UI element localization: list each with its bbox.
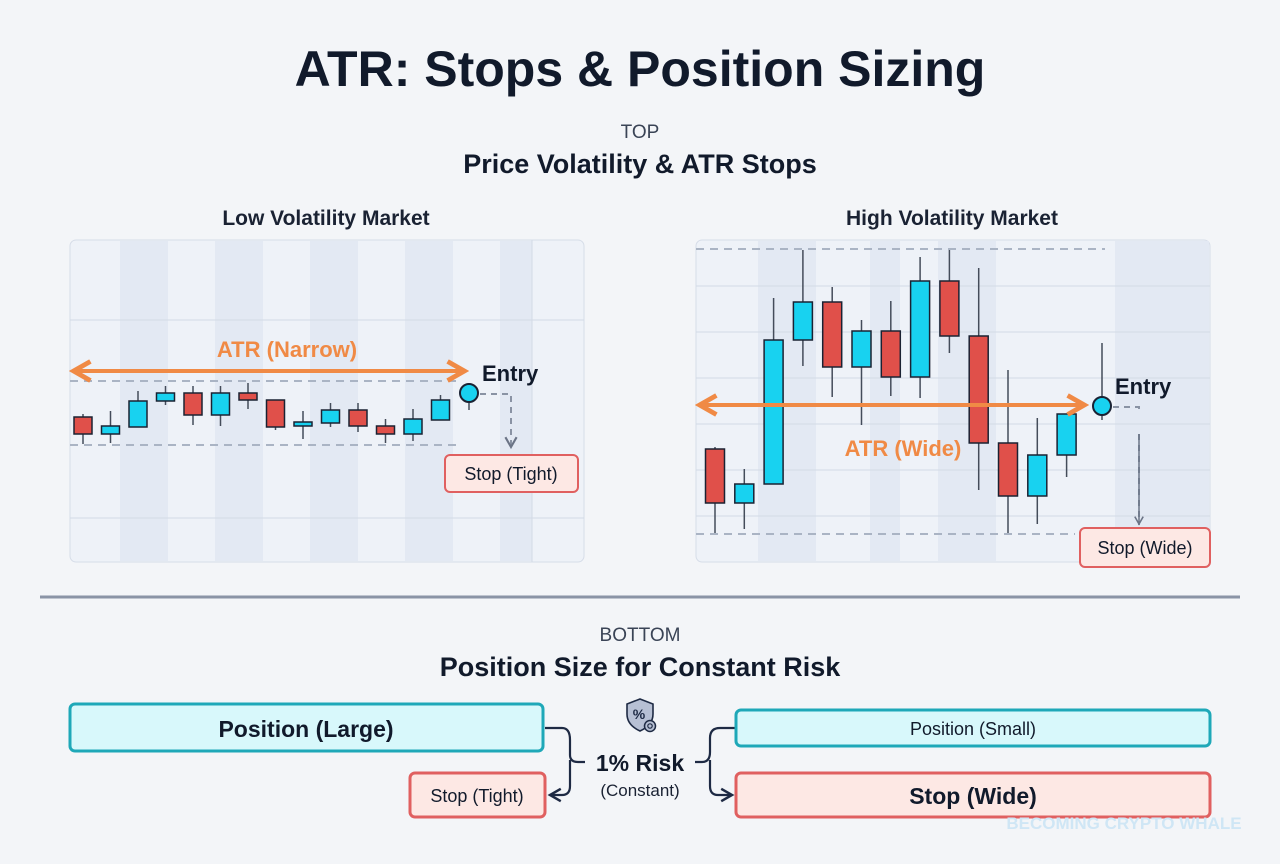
high-vol-title: High Volatility Market — [846, 207, 1058, 230]
bullish-candle — [909, 257, 931, 398]
bearish-candle — [238, 383, 258, 409]
risk-label: 1% Risk — [596, 750, 684, 776]
candle-body — [183, 392, 203, 416]
bottom-section-label: BOTTOM — [600, 625, 681, 646]
candle-body — [704, 448, 726, 504]
bearish-candle — [821, 287, 843, 397]
svg-text:%: % — [633, 706, 646, 722]
bullish-candle — [210, 386, 231, 426]
entry-point — [459, 383, 479, 403]
top-section-label: TOP — [621, 122, 660, 143]
candle-body — [320, 409, 341, 424]
candle-body — [430, 399, 451, 421]
position-large-label: Position (Large) — [218, 716, 393, 742]
bullish-candle — [320, 403, 341, 427]
candle-body — [238, 392, 258, 401]
candle-body — [348, 409, 368, 427]
candle-body — [293, 421, 313, 427]
top-heading: Price Volatility & ATR Stops — [463, 149, 817, 179]
risk-note: (Constant) — [600, 781, 679, 800]
bearish-candle — [997, 370, 1019, 534]
bearish-candle — [265, 399, 286, 430]
candle-body — [403, 418, 423, 435]
bearish-candle — [348, 403, 368, 432]
bullish-candle — [430, 395, 451, 421]
candle-body — [210, 392, 231, 416]
candle-body — [968, 335, 989, 444]
position-small-label: Position (Small) — [910, 719, 1036, 739]
low-volatility-chart: ATR (Narrow) Entry Stop (Tight) — [68, 239, 585, 563]
bearish-candle — [73, 414, 93, 444]
shield-percent-icon: % — [626, 698, 657, 733]
left-position-group: Position (Large) Stop (Tight) — [68, 702, 547, 819]
bearish-candle — [375, 419, 396, 443]
stop-wide-box — [734, 771, 1212, 819]
stop-tight-badge — [444, 454, 579, 493]
bullish-candle — [100, 411, 121, 443]
stop-wide-badge — [1079, 527, 1211, 568]
candle-body — [734, 483, 755, 504]
bullish-candle — [293, 411, 313, 439]
bullish-candle — [128, 391, 148, 428]
candle-body — [1056, 413, 1077, 456]
candle-body — [763, 339, 784, 485]
candle-body — [997, 442, 1019, 497]
candle-body — [100, 425, 121, 435]
candle-body — [265, 399, 286, 428]
atr-label: ATR (Wide) — [845, 436, 962, 461]
candle-body — [939, 280, 960, 337]
candle-body — [73, 416, 93, 435]
entry-label: Entry — [1115, 374, 1172, 399]
bullish-candle — [155, 386, 176, 405]
high-volatility-chart: ATR (Wide) Entry Stop (Wide) — [694, 239, 1211, 568]
bullish-candle — [1056, 413, 1077, 477]
watermark: BECOMING CRYPTO WHALE — [1006, 814, 1241, 833]
candle-body — [128, 400, 148, 428]
stop-wide-box-label: Stop (Wide) — [909, 783, 1037, 809]
candle-body — [880, 330, 902, 378]
right-position-group: Position (Small) Stop (Wide) — [734, 708, 1212, 819]
bearish-candle — [880, 301, 902, 396]
low-vol-title: Low Volatility Market — [222, 207, 429, 230]
candle-body — [155, 392, 176, 402]
bearish-candle — [183, 386, 203, 425]
entry-point — [1092, 396, 1112, 416]
bullish-candle — [734, 469, 755, 529]
candle-body — [792, 301, 814, 341]
atr-label: ATR (Narrow) — [217, 337, 357, 362]
candle-body — [851, 330, 872, 368]
bullish-candle — [1027, 418, 1048, 524]
stop-tight-box-label: Stop (Tight) — [430, 786, 523, 806]
bullish-candle — [403, 409, 423, 441]
position-small-box — [734, 708, 1212, 748]
candle-body — [375, 425, 396, 435]
candle-body — [1027, 454, 1048, 497]
stop-wide-label: Stop (Wide) — [1097, 538, 1192, 558]
position-large-box — [68, 702, 545, 753]
stop-tight-label: Stop (Tight) — [464, 464, 557, 484]
candle-body — [821, 301, 843, 368]
bracket-connectors — [545, 726, 735, 803]
bearish-candle — [939, 250, 960, 353]
bearish-candle — [704, 447, 726, 533]
bottom-heading: Position Size for Constant Risk — [440, 652, 842, 682]
entry-label: Entry — [482, 361, 539, 386]
page-title: ATR: Stops & Position Sizing — [295, 41, 986, 97]
candle-body — [909, 280, 931, 378]
bullish-candle — [792, 250, 814, 366]
stop-tight-box — [408, 771, 547, 819]
